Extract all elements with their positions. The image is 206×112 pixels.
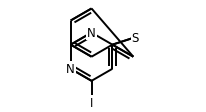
Text: I: I [90,96,93,109]
Text: N: N [66,63,75,76]
Text: N: N [87,27,96,40]
Text: S: S [132,31,139,44]
